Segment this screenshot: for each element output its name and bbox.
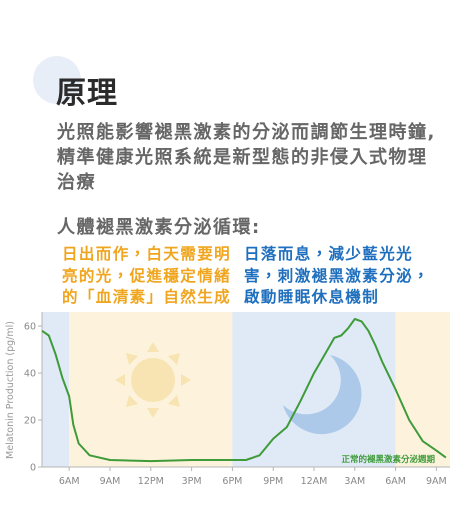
x-tick-label: 9AM [426, 476, 447, 487]
x-tick-label: 3PM [182, 476, 202, 487]
x-tick-label: 9PM [263, 476, 283, 487]
x-tick-label: 12AM [301, 476, 328, 487]
legend-label: 正常的褪黑激素分泌週期 [341, 454, 435, 465]
night-note: 日落而息，減少藍光光害，刺激褪黑激素分泌，啟動睡眠休息機制 [244, 245, 430, 306]
x-tick-label: 6AM [385, 476, 406, 487]
x-tick-label: 6PM [222, 476, 242, 487]
series-line [41, 318, 447, 463]
shaded-span [395, 312, 450, 467]
decor-circle [33, 56, 81, 104]
y-tick-label: 20 [24, 416, 36, 427]
moon-icon [283, 355, 362, 435]
title: 原理 [56, 76, 118, 111]
y-tick-label: 40 [24, 369, 36, 380]
y-axis-label: Melatonin Production (pg/ml) [5, 321, 16, 459]
paragraph: 光照能影響褪黑激素的分泌而調節生理時鐘,精準健康光照系統是新型態的非侵入式物理治… [57, 122, 436, 193]
sun-icon [115, 342, 191, 418]
shaded-span [232, 312, 396, 467]
subheading: 人體褪黑激素分泌循環: [57, 217, 261, 238]
x-tick-label: 9AM [100, 476, 121, 487]
x-tick-label: 3AM [344, 476, 365, 487]
day-note: 日出而作，白天需要明亮的光，促進穩定情緒的「血清素」自然生成 [62, 245, 232, 306]
shaded-span [42, 312, 70, 467]
y-tick-label: 60 [24, 322, 36, 333]
y-tick-label: 0 [30, 463, 36, 474]
x-tick-label: 6AM [59, 476, 80, 487]
x-tick-label: 12PM [138, 476, 164, 487]
